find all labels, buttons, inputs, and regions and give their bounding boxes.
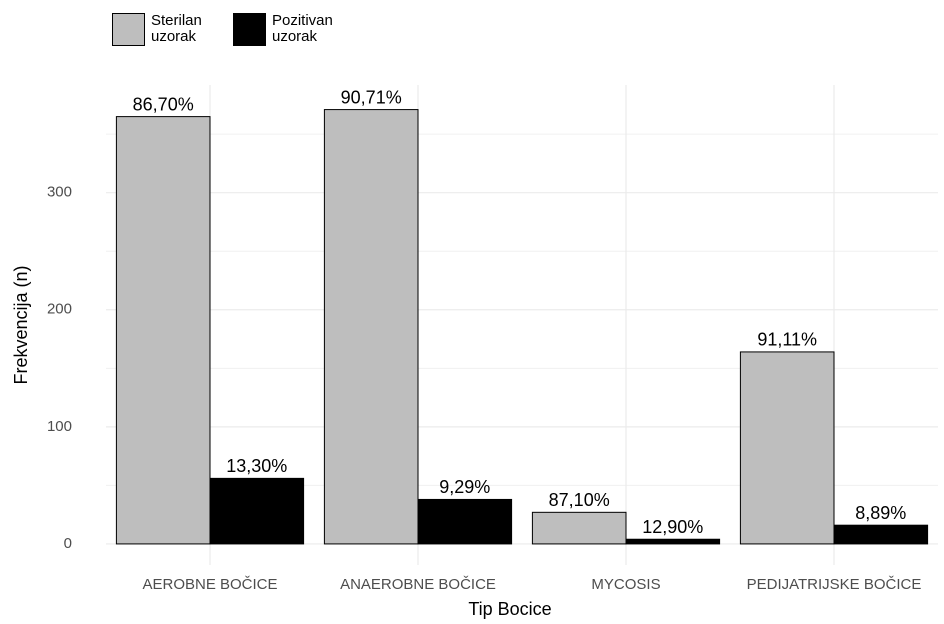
x-tick-label: PEDIJATRIJSKE BOČICE	[747, 576, 922, 593]
y-tick-label: 100	[47, 418, 72, 435]
bar	[739, 351, 835, 545]
legend-label: Sterilan uzorak	[151, 12, 202, 45]
data-label: 91,11%	[757, 330, 817, 350]
data-label: 13,30%	[226, 456, 287, 476]
data-label: 87,10%	[549, 490, 610, 510]
data-label: 90,71%	[341, 87, 402, 107]
bar	[209, 477, 305, 545]
bar	[417, 498, 513, 545]
x-tick-label: ANAEROBNE BOČICE	[340, 576, 496, 593]
bar	[833, 524, 929, 545]
legend-swatch	[112, 13, 145, 46]
x-tick-label: MYCOSIS	[591, 576, 660, 593]
y-tick-label: 300	[47, 184, 72, 201]
legend-swatch	[233, 13, 266, 46]
bar	[625, 538, 721, 545]
data-label: 86,70%	[133, 94, 194, 114]
x-tick-label: AEROBNE BOČICE	[142, 576, 277, 593]
data-label: 8,89%	[855, 503, 906, 523]
y-axis-label: Frekvencija (n)	[11, 265, 31, 384]
y-tick-label: 200	[47, 301, 72, 318]
legend-label: Pozitivan uzorak	[272, 12, 333, 45]
bar	[323, 109, 419, 545]
legend-item: Sterilan uzorak	[112, 13, 211, 46]
y-tick-label: 0	[64, 535, 72, 552]
data-label: 9,29%	[439, 477, 490, 497]
bar	[531, 511, 627, 545]
bar	[115, 116, 211, 545]
legend-item: Pozitivan uzorak	[233, 12, 333, 46]
x-axis-label: Tip Bocice	[468, 599, 551, 619]
data-label: 12,90%	[642, 517, 703, 537]
